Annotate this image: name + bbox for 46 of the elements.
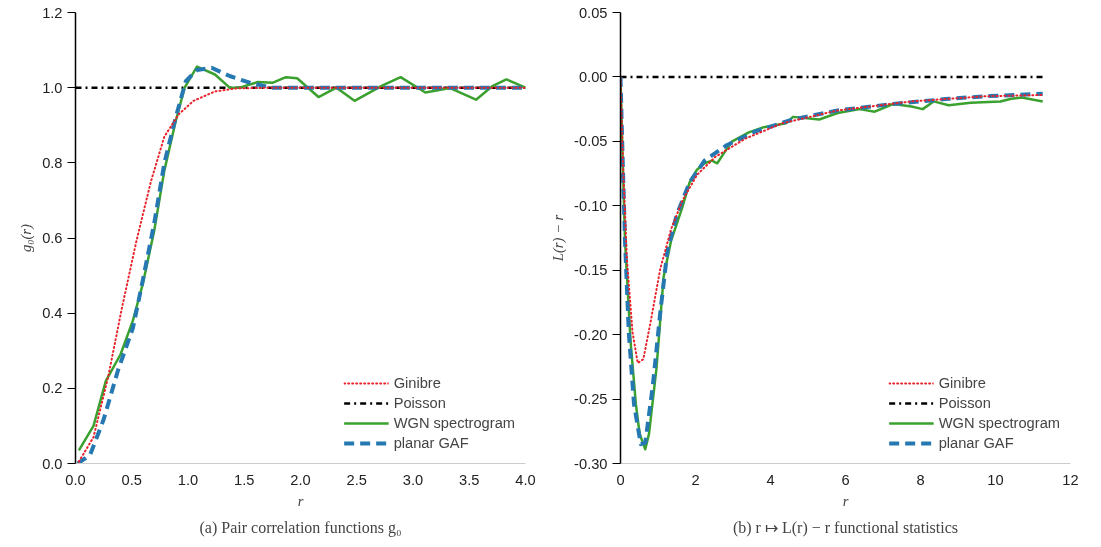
y-tick-label: 0.05 — [578, 4, 608, 21]
legend-label: Ginibre — [393, 375, 441, 391]
y-axis-title: L(r) − r — [550, 214, 568, 263]
y-tick-label: 0.4 — [42, 305, 63, 322]
x-tick-label: 0.5 — [121, 471, 142, 488]
x-axis-title: r — [842, 492, 849, 509]
legend-label: Poisson — [938, 395, 991, 411]
x-tick-label: 1.5 — [234, 471, 255, 488]
text: (a) Pair correlation functions g₀ — [199, 518, 402, 537]
y-tick-label: -0.25 — [574, 391, 608, 408]
x-tick-label: 2 — [691, 471, 700, 488]
legend-label: planar GAF — [393, 435, 469, 451]
x-tick-label: 12 — [1062, 471, 1079, 488]
x-tick-label: 8 — [916, 471, 925, 488]
y-tick-label: -0.10 — [574, 197, 608, 214]
x-tick-label: 0.0 — [65, 471, 86, 488]
y-tick-label: -0.15 — [574, 262, 608, 279]
x-tick-label: 3.0 — [402, 471, 424, 488]
x-tick-label: 2.0 — [290, 471, 311, 488]
line-series — [620, 75, 1044, 364]
text: (b) r ↦ L(r) − r functional statistics — [732, 518, 959, 537]
y-tick-label: 0.8 — [42, 154, 63, 171]
y-tick-label: 0.2 — [42, 380, 63, 397]
y-tick-label: 0.6 — [42, 230, 63, 246]
y-tick-label: 0.00 — [578, 68, 608, 85]
y-tick-label: 0.0 — [42, 455, 63, 472]
legend-label: WGN spectrogram — [938, 415, 1060, 431]
x-tick-label: 2.5 — [346, 471, 367, 488]
x-tick-label: 10 — [987, 471, 1004, 488]
legend-label: Poisson — [393, 395, 446, 411]
legend-label: WGN spectrogram — [393, 415, 515, 431]
x-axis-title: r — [297, 492, 304, 509]
x-tick-label: 6 — [841, 471, 850, 488]
legend-label: Ginibre — [938, 375, 986, 391]
y-tick-label: -0.20 — [574, 326, 608, 343]
y-axis-title: g₀(r) — [18, 223, 36, 252]
x-tick-label: 4 — [766, 471, 775, 488]
legend-label: planar GAF — [938, 435, 1014, 451]
y-tick-label: 1.2 — [42, 4, 63, 21]
x-tick-label: 0 — [616, 471, 625, 488]
x-tick-label: 1.0 — [177, 471, 199, 488]
x-tick-label: 3.5 — [459, 471, 480, 488]
y-tick-label: -0.05 — [574, 133, 608, 150]
y-tick-label: -0.30 — [574, 455, 608, 472]
x-tick-label: 4.0 — [515, 471, 536, 488]
y-tick-label: 1.0 — [42, 79, 63, 96]
